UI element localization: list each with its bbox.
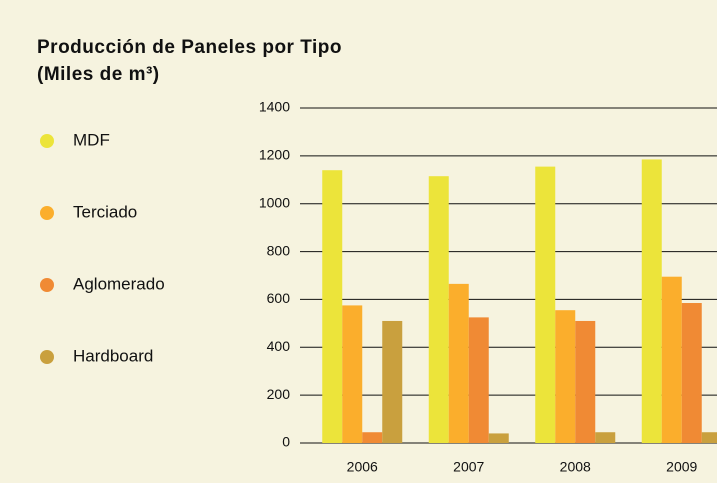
legend-label: MDF (73, 130, 110, 149)
bar (535, 166, 556, 443)
y-tick-label: 1400 (259, 99, 290, 115)
bar (342, 305, 363, 443)
x-tick-label: 2009 (666, 459, 697, 475)
y-tick-label: 0 (282, 434, 290, 450)
bar (661, 276, 682, 443)
legend-label: Hardboard (73, 346, 153, 365)
bar (641, 159, 662, 444)
y-tick-label: 800 (267, 242, 291, 258)
bar (555, 310, 576, 443)
bar (428, 176, 449, 444)
chart-subtitle: (Miles de m³) (37, 64, 160, 85)
bar (488, 433, 509, 443)
legend-marker (40, 350, 54, 364)
legend-marker (40, 206, 54, 220)
bar (382, 320, 403, 443)
y-tick-label: 600 (267, 290, 291, 306)
legend-marker (40, 134, 54, 148)
bar (595, 432, 616, 443)
bar (681, 303, 702, 443)
legend-label: Aglomerado (73, 274, 165, 293)
x-tick-label: 2006 (347, 459, 378, 475)
y-tick-label: 400 (267, 338, 291, 354)
chart-title: Producción de Paneles por Tipo (37, 37, 342, 58)
bar (448, 283, 469, 443)
y-tick-label: 1200 (259, 147, 290, 163)
y-tick-label: 1000 (259, 194, 290, 210)
bar (468, 317, 489, 443)
x-tick-label: 2007 (453, 459, 484, 475)
bar (575, 320, 596, 443)
bar (362, 432, 383, 443)
legend-label: Terciado (73, 202, 137, 221)
legend-marker (40, 278, 54, 292)
bar (322, 170, 343, 443)
y-tick-label: 200 (267, 386, 291, 402)
x-tick-label: 2008 (560, 459, 591, 475)
bar (701, 432, 717, 443)
